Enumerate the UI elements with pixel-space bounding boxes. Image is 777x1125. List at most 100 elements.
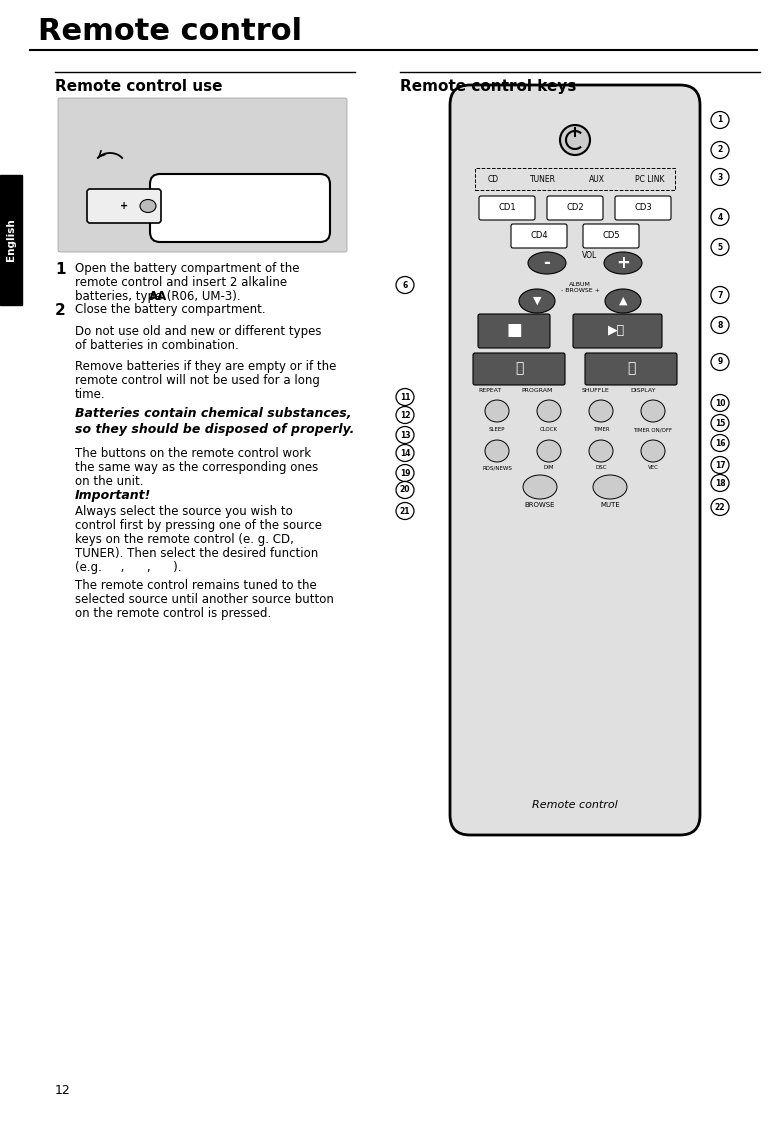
Ellipse shape	[523, 475, 557, 500]
Text: 2: 2	[717, 145, 723, 154]
Ellipse shape	[537, 400, 561, 422]
Text: DSC: DSC	[595, 465, 607, 470]
Text: Remote control: Remote control	[38, 17, 302, 46]
Text: remote control will not be used for a long: remote control will not be used for a lo…	[75, 374, 320, 387]
Text: CD3: CD3	[634, 204, 652, 213]
Text: BROWSE: BROWSE	[524, 502, 556, 508]
FancyBboxPatch shape	[479, 196, 535, 221]
Text: 20: 20	[399, 486, 410, 495]
Text: CD5: CD5	[602, 232, 620, 241]
Ellipse shape	[593, 475, 627, 500]
Text: ▲: ▲	[618, 296, 627, 306]
Text: TUNER: TUNER	[530, 174, 556, 183]
Ellipse shape	[396, 482, 414, 498]
Ellipse shape	[560, 125, 590, 155]
Text: The remote control remains tuned to the: The remote control remains tuned to the	[75, 579, 317, 592]
Text: MUTE: MUTE	[600, 502, 620, 508]
Text: 2: 2	[55, 303, 66, 318]
Text: ALBUM: ALBUM	[569, 282, 591, 288]
Text: REPEAT: REPEAT	[479, 388, 502, 393]
Ellipse shape	[711, 208, 729, 225]
Ellipse shape	[711, 169, 729, 186]
FancyBboxPatch shape	[547, 196, 603, 221]
FancyBboxPatch shape	[573, 314, 662, 348]
Text: The buttons on the remote control work: The buttons on the remote control work	[75, 447, 311, 460]
Text: Remote control keys: Remote control keys	[400, 79, 577, 95]
Text: 12: 12	[399, 411, 410, 420]
Text: 21: 21	[399, 506, 410, 515]
Text: TIMER: TIMER	[593, 428, 609, 432]
Text: (R06, UM-3).: (R06, UM-3).	[163, 290, 241, 303]
Text: SLEEP: SLEEP	[489, 428, 505, 432]
Ellipse shape	[711, 457, 729, 474]
Text: Do not use old and new or different types: Do not use old and new or different type…	[75, 325, 322, 338]
Ellipse shape	[711, 498, 729, 515]
Text: ■: ■	[506, 321, 522, 339]
Text: DISPLAY: DISPLAY	[630, 388, 656, 393]
Text: remote control and insert 2 alkaline: remote control and insert 2 alkaline	[75, 276, 287, 289]
Text: 1: 1	[717, 116, 723, 125]
Text: PC LINK: PC LINK	[636, 174, 665, 183]
Ellipse shape	[528, 252, 566, 274]
Ellipse shape	[589, 440, 613, 462]
Text: Remote control: Remote control	[532, 800, 618, 810]
Text: CLOCK: CLOCK	[540, 428, 558, 432]
Text: DIM: DIM	[544, 465, 554, 470]
Text: Batteries contain chemical substances,: Batteries contain chemical substances,	[75, 407, 351, 420]
FancyBboxPatch shape	[473, 353, 565, 385]
Text: batteries, type: batteries, type	[75, 290, 166, 303]
Ellipse shape	[711, 475, 729, 492]
Text: on the remote control is pressed.: on the remote control is pressed.	[75, 608, 271, 620]
Text: 18: 18	[715, 478, 725, 487]
Text: Remote control use: Remote control use	[55, 79, 222, 95]
Text: ▼: ▼	[533, 296, 542, 306]
Text: 8: 8	[717, 321, 723, 330]
Text: CD2: CD2	[566, 204, 584, 213]
Text: 13: 13	[399, 431, 410, 440]
FancyBboxPatch shape	[450, 86, 700, 835]
Ellipse shape	[589, 400, 613, 422]
Ellipse shape	[605, 289, 641, 313]
Ellipse shape	[396, 406, 414, 423]
Text: Close the battery compartment.: Close the battery compartment.	[75, 303, 266, 316]
Text: 10: 10	[715, 398, 725, 407]
Text: 22: 22	[715, 503, 725, 512]
FancyBboxPatch shape	[478, 314, 550, 348]
Text: PROGRAM: PROGRAM	[521, 388, 552, 393]
Text: Open the battery compartment of the: Open the battery compartment of the	[75, 262, 299, 274]
Text: 3: 3	[717, 172, 723, 181]
Text: ▶⏸: ▶⏸	[608, 324, 625, 336]
Ellipse shape	[711, 414, 729, 432]
FancyBboxPatch shape	[150, 174, 330, 242]
Text: +: +	[616, 254, 630, 272]
Ellipse shape	[711, 111, 729, 128]
Ellipse shape	[396, 388, 414, 405]
Text: RDS/NEWS: RDS/NEWS	[482, 465, 512, 470]
Ellipse shape	[519, 289, 555, 313]
Text: keys on the remote control (e. g. CD,: keys on the remote control (e. g. CD,	[75, 533, 294, 546]
Text: the same way as the corresponding ones: the same way as the corresponding ones	[75, 461, 319, 474]
Ellipse shape	[711, 142, 729, 159]
Text: 1: 1	[55, 262, 65, 277]
Text: 6: 6	[402, 280, 408, 289]
FancyBboxPatch shape	[511, 224, 567, 248]
Ellipse shape	[537, 440, 561, 462]
Text: Remove batteries if they are empty or if the: Remove batteries if they are empty or if…	[75, 360, 336, 374]
Bar	[475, 168, 675, 190]
Ellipse shape	[711, 316, 729, 333]
FancyBboxPatch shape	[615, 196, 671, 221]
Text: VEC: VEC	[647, 465, 658, 470]
Text: (e.g.     ,      ,      ).: (e.g. , , ).	[75, 561, 182, 574]
Ellipse shape	[641, 440, 665, 462]
Text: 15: 15	[715, 418, 725, 428]
Text: 19: 19	[399, 468, 410, 477]
Ellipse shape	[711, 434, 729, 451]
Ellipse shape	[396, 465, 414, 482]
Text: 12: 12	[55, 1084, 71, 1097]
FancyBboxPatch shape	[58, 98, 347, 252]
FancyBboxPatch shape	[585, 353, 677, 385]
Text: selected source until another source button: selected source until another source but…	[75, 593, 334, 606]
Text: -: -	[544, 254, 550, 272]
Text: ⏮: ⏮	[515, 361, 523, 375]
Ellipse shape	[396, 426, 414, 443]
